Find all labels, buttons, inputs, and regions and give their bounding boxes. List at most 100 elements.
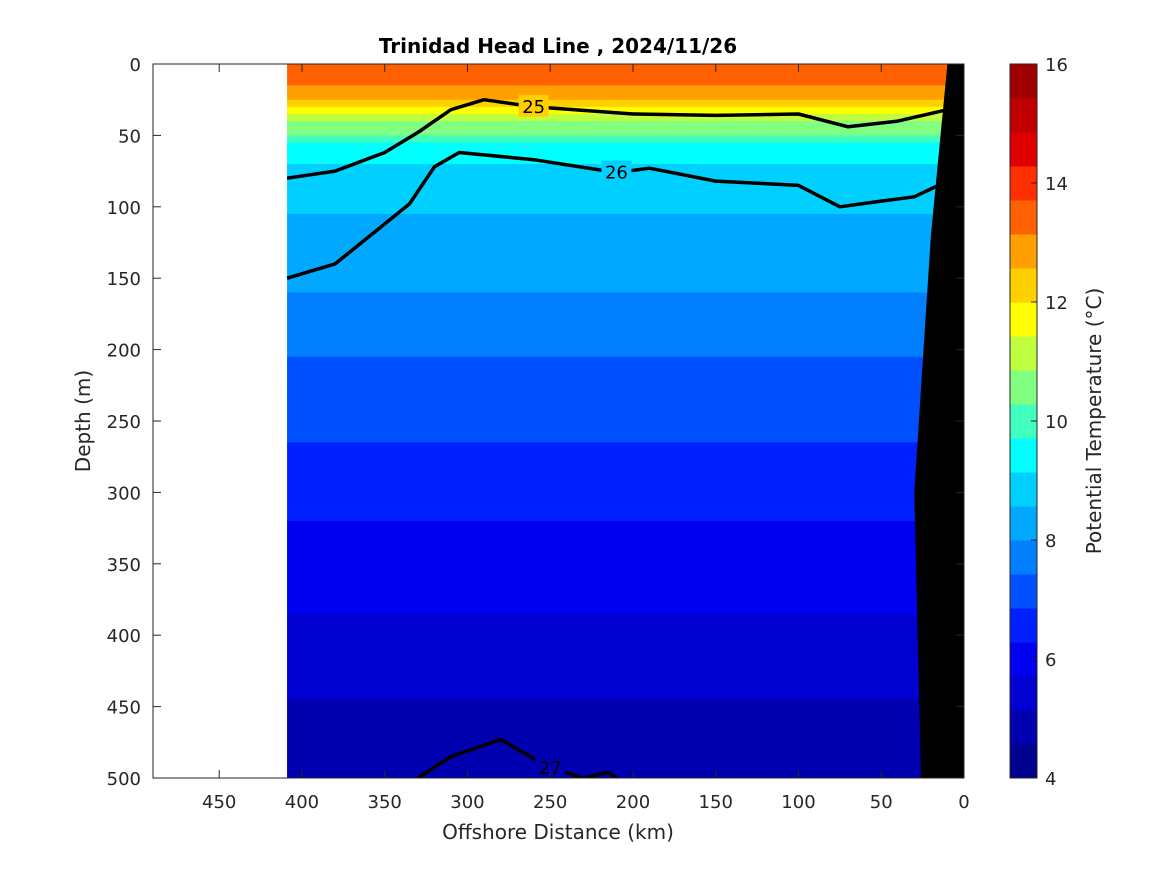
temperature-band	[287, 285, 964, 294]
y-tick-label: 50	[118, 126, 141, 147]
y-tick-label: 100	[107, 198, 141, 219]
contour-label-27: 27	[539, 758, 562, 779]
temperature-band	[287, 506, 964, 515]
x-tick-label: 250	[533, 792, 567, 813]
temperature-band	[287, 256, 964, 265]
temperature-band	[287, 520, 964, 529]
temperature-band	[287, 321, 964, 329]
temperature-band	[287, 513, 964, 522]
temperature-band	[287, 499, 964, 508]
temperature-band	[287, 192, 964, 201]
bathymetry	[914, 64, 964, 778]
x-axis: 450 400 350 300 250 200 150 100 50 0	[202, 64, 970, 813]
temperature-band	[287, 599, 964, 608]
temperature-band	[287, 592, 964, 601]
temperature-band	[287, 542, 964, 551]
temperature-band	[287, 385, 964, 394]
x-tick-label: 450	[202, 792, 236, 813]
temperature-band	[287, 756, 964, 765]
x-tick-label: 300	[450, 792, 484, 813]
temperature-band	[287, 585, 964, 593]
colorbar-segment	[1010, 200, 1037, 235]
temperature-band	[287, 670, 964, 679]
temperature-band	[287, 121, 964, 129]
temperature-band	[287, 71, 964, 79]
temperature-band	[287, 485, 964, 493]
temperature-band	[287, 635, 964, 643]
y-tick-label: 0	[130, 55, 141, 76]
temperature-band	[287, 713, 964, 722]
temperature-band	[287, 206, 964, 215]
y-axis-label: Depth (m)	[71, 370, 95, 472]
contour-label-25: 25	[522, 97, 545, 118]
temperature-band	[287, 378, 964, 386]
y-tick-label: 200	[107, 341, 141, 362]
y-tick-label: 450	[107, 698, 141, 719]
colorbar-segment	[1010, 98, 1037, 133]
colorbar-tick-label: 4	[1045, 769, 1056, 790]
colorbar-tick-label: 16	[1045, 55, 1068, 76]
temperature-band	[287, 399, 964, 408]
temperature-band	[287, 685, 964, 693]
contour-label-bg	[601, 160, 632, 183]
colorbar-segment	[1010, 608, 1037, 643]
colorbar-segment	[1010, 506, 1037, 541]
temperature-band	[287, 706, 964, 715]
colorbar: 4 6 8 10 12 14 16	[1009, 55, 1068, 790]
temperature-band	[287, 242, 964, 251]
temperature-band	[287, 99, 964, 108]
colorbar-segment	[1010, 710, 1037, 745]
x-axis-label: Offshore Distance (km)	[442, 820, 674, 844]
temperature-band	[287, 535, 964, 543]
y-tick-label: 350	[107, 555, 141, 576]
temperature-band	[287, 413, 964, 422]
temperature-band	[287, 278, 964, 286]
temperature-band	[287, 113, 964, 122]
temperature-band	[287, 142, 964, 151]
temperature-band	[287, 656, 964, 665]
temperature-band	[287, 735, 964, 743]
temperature-band	[287, 556, 964, 565]
colorbar-tick-label: 12	[1045, 293, 1068, 314]
temperature-band	[287, 221, 964, 229]
colorbar-segment	[1010, 64, 1037, 99]
temperature-band	[287, 421, 964, 429]
y-axis: 0 50 100 150 200 250 300 350 400 450 500	[107, 55, 964, 790]
temperature-band	[287, 528, 964, 536]
x-tick-label: 50	[870, 792, 893, 813]
temperature-field	[287, 64, 964, 778]
x-tick-label: 100	[781, 792, 815, 813]
colorbar-segment	[1010, 336, 1037, 371]
plot-area: 25 26 27	[152, 63, 965, 779]
x-tick-label: 150	[699, 792, 733, 813]
temperature-band	[287, 335, 964, 344]
temperature-band	[287, 663, 964, 672]
temperature-band	[287, 470, 964, 479]
temperature-band	[287, 306, 964, 315]
temperature-band	[287, 763, 964, 772]
colorbar-segment	[1010, 268, 1037, 303]
temperature-band	[287, 149, 964, 158]
temperature-band	[287, 620, 964, 629]
temperature-band	[287, 199, 964, 208]
colorbar-segment	[1010, 132, 1037, 167]
colorbar-segment	[1010, 302, 1037, 337]
temperature-band	[287, 135, 964, 144]
colorbar-tick-label: 8	[1045, 531, 1056, 552]
contour-label-bg	[518, 94, 549, 117]
temperature-band	[287, 406, 964, 415]
temperature-band	[287, 435, 964, 444]
temperature-band	[287, 249, 964, 258]
x-tick-label: 350	[368, 792, 402, 813]
colorbar-segment	[1010, 744, 1037, 779]
colorbar-segment	[1010, 234, 1037, 269]
temperature-band	[287, 770, 964, 778]
temperature-band	[287, 728, 964, 736]
temperature-band	[287, 299, 964, 308]
colorbar-segment	[1010, 676, 1037, 711]
temperature-band	[287, 292, 964, 301]
colorbar-segment	[1010, 370, 1037, 405]
temperature-band	[287, 349, 964, 358]
temperature-band	[287, 463, 964, 472]
colorbar-segment	[1010, 472, 1037, 507]
